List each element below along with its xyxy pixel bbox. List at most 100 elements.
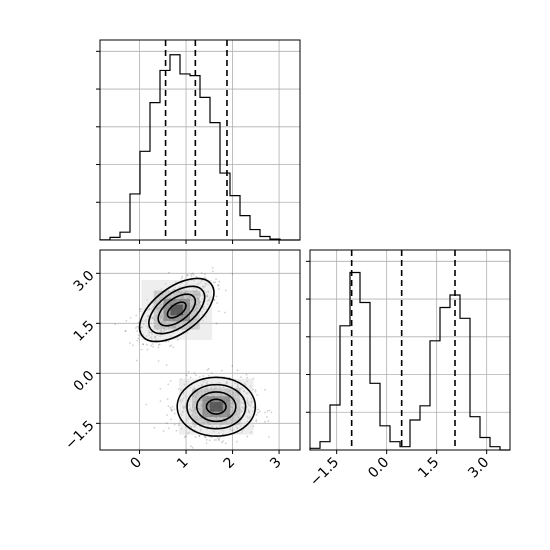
scatter-point [160,325,162,328]
scatter-point [173,319,176,322]
scatter-point [205,282,208,285]
scatter-point [176,293,178,296]
scatter-point [140,348,143,351]
scatter-point [199,406,202,408]
scatter-point [228,399,231,402]
scatter-point [235,410,238,412]
scatter-point [213,387,216,389]
scatter-point [196,300,199,303]
scatter-point [211,396,214,399]
scatter-point [232,428,234,431]
scatter-point [199,295,202,297]
scatter-point [186,432,189,435]
scatter-point [176,312,179,315]
scatter-point [197,294,200,296]
scatter-point [181,317,184,319]
scatter-point [163,312,166,315]
scatter-point [213,439,216,441]
scatter-point [174,281,177,284]
scatter-point [180,413,183,415]
scatter-point [234,397,237,400]
scatter-point [183,299,186,302]
scatter-point [200,411,202,413]
panel-frame [99,249,301,451]
scatter-point [208,423,211,426]
scatter-point [173,314,175,317]
scatter-point [185,314,187,317]
scatter-point [184,291,187,294]
scatter-point [217,284,220,287]
scatter-point [195,319,198,322]
scatter-point [216,418,219,421]
scatter-point [201,383,204,386]
scatter-point [215,426,218,428]
scatter-point [160,322,163,324]
scatter-point [195,292,198,295]
scatter-point [206,398,209,401]
scatter-point [180,303,183,306]
scatter-point [223,405,225,408]
scatter-point [163,317,166,320]
scatter-point [171,313,174,316]
scatter-point [207,405,210,407]
scatter-point [154,325,157,328]
scatter-point [268,409,271,412]
scatter-point [172,346,175,349]
scatter-point [166,414,169,416]
scatter-point [189,408,192,411]
scatter-point [190,300,193,302]
x-tick-label: 2 [221,454,239,472]
scatter-point [136,330,139,332]
scatter-point [152,316,155,319]
scatter-point [217,414,220,417]
scatter-point [215,407,217,409]
scatter-point [212,281,215,284]
scatter-point [177,388,180,390]
scatter-point [199,281,202,284]
scatter-point [208,422,211,425]
scatter-point [210,415,213,417]
scatter-point [174,327,177,329]
scatter-point [160,330,163,333]
scatter-point [205,308,208,311]
scatter-point [193,401,196,404]
scatter-point [221,394,224,397]
scatter-point [192,299,195,302]
scatter-point [203,435,206,438]
scatter-point [180,291,183,294]
scatter-point [196,416,199,419]
scatter-point [248,417,251,420]
scatter-point [215,295,218,298]
scatter-point [162,320,165,323]
scatter-point [159,387,162,390]
scatter-point [208,415,211,418]
scatter-point [212,395,215,397]
scatter-point [163,310,166,312]
scatter-point [216,406,219,409]
scatter-point [196,323,199,326]
scatter-point [227,412,230,415]
scatter-point [268,436,270,438]
scatter-point [221,407,224,410]
scatter-point [166,297,169,300]
scatter-point [178,308,181,310]
scatter-point [179,308,182,311]
scatter-point [177,310,180,313]
scatter-point [163,330,165,333]
scatter-point [163,326,166,328]
scatter-point [209,405,212,408]
scatter-point [183,304,185,307]
scatter-point [220,409,223,412]
scatter-point [196,299,199,301]
scatter-point [145,320,147,322]
scatter-point [194,395,197,398]
scatter-point [206,388,208,391]
scatter-point [239,425,242,428]
scatter-point [150,331,153,334]
scatter-point [220,406,223,409]
scatter-point [174,306,177,309]
scatter-point [204,416,207,418]
scatter-point [157,344,160,346]
scatter-point [238,412,241,415]
scatter-point [226,399,229,402]
